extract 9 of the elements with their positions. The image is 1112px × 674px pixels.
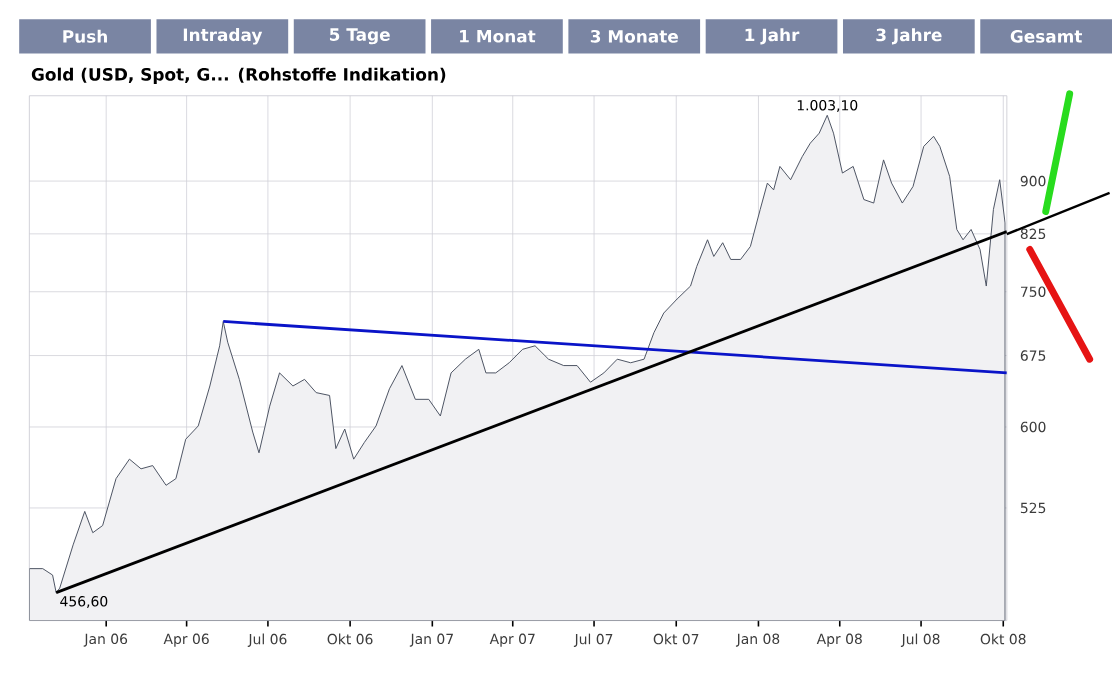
text: 1 Jahr	[745, 27, 800, 45]
chart-title: Gold (USD, Spot, G... (Rohstoffe Indikation)	[31, 67, 446, 84]
text: 5 Tage	[329, 28, 390, 45]
text: 3 Monate	[590, 29, 678, 43]
text: Intraday	[183, 27, 263, 45]
text: 3 Jahre	[876, 27, 942, 45]
text: 1 Monat	[460, 29, 536, 43]
text: Gesamt	[1010, 29, 1083, 43]
text: Push	[63, 29, 107, 43]
